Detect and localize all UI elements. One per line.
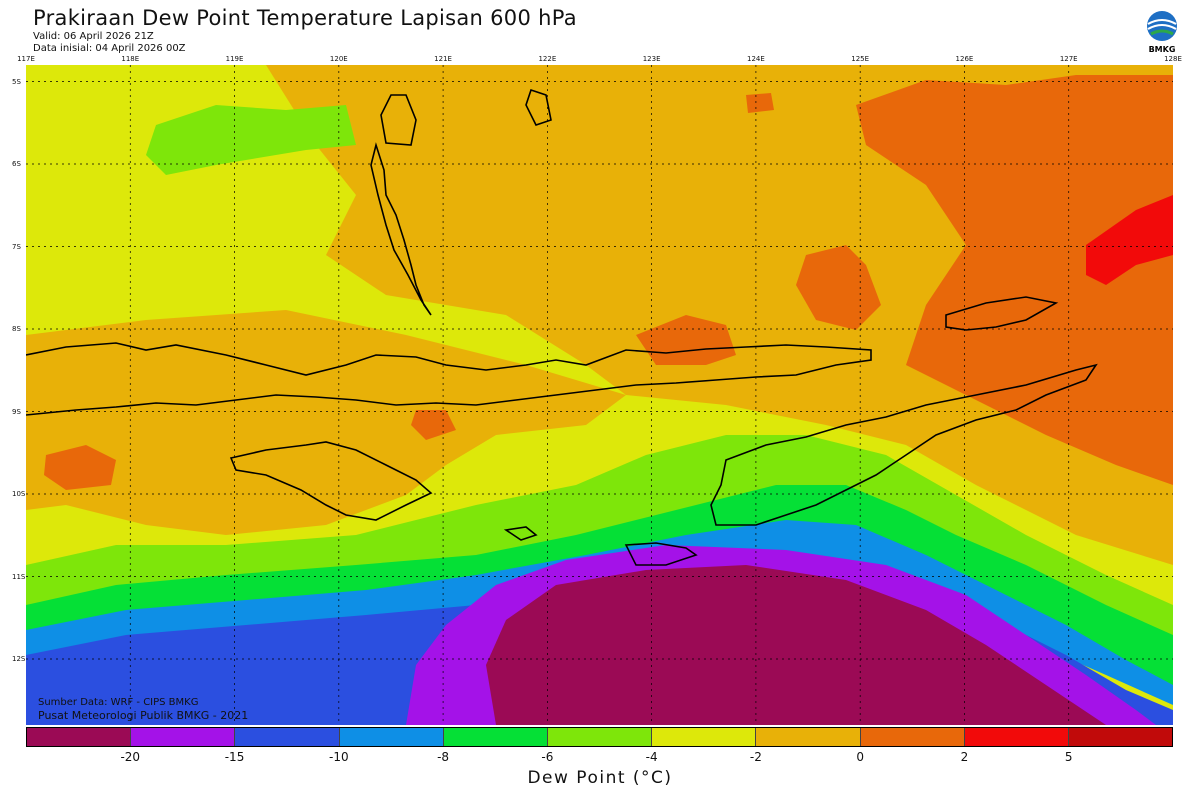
- coast-flores-east: [945, 296, 1059, 331]
- coast-savu: [503, 526, 538, 541]
- source-data: Sumber Data: WRF - CIPS BMKG: [38, 697, 199, 708]
- coast-sulawesi-se: [380, 94, 417, 146]
- longitude-label: 124E: [747, 55, 765, 63]
- coast-sulawesi: [370, 142, 432, 316]
- latitude-label: 7S: [12, 242, 21, 251]
- colorbar-segment: [443, 728, 548, 746]
- coastlines: [26, 88, 1098, 566]
- colorbar-tick-label: -2: [749, 750, 762, 764]
- colorbar-segment: [652, 728, 757, 746]
- coast-buton: [525, 88, 552, 126]
- initial-time: Data inisial: 04 April 2026 00Z: [33, 43, 186, 54]
- colorbar-tick-label: -6: [541, 750, 554, 764]
- colorbar-segment: [27, 728, 132, 746]
- colorbar-segment: [547, 728, 653, 746]
- valid-time: Valid: 06 April 2026 21Z: [33, 31, 154, 42]
- bmkg-logo: BMKG: [1147, 11, 1177, 54]
- graticule: [26, 65, 1173, 725]
- coast-sumba: [229, 441, 433, 521]
- coast-rote: [624, 542, 698, 566]
- colorbar-tick-label: -20: [120, 750, 141, 764]
- colorbar-tick-label: -15: [224, 750, 245, 764]
- field-orange-patch-4: [44, 445, 116, 490]
- longitude-label: 118E: [121, 55, 140, 63]
- colorbar-tick-label: -8: [437, 750, 450, 764]
- longitude-label: 120E: [329, 55, 348, 63]
- field-red-east: [1086, 195, 1173, 285]
- field-magenta: [486, 565, 1106, 725]
- colorbar-segment: [131, 728, 236, 746]
- field-orange-patch-5: [746, 93, 774, 113]
- field-orange-east: [856, 75, 1173, 485]
- latitude-label: 5S: [12, 77, 21, 86]
- longitude-label: 122E: [538, 55, 557, 63]
- field-orange-patch-1: [796, 245, 881, 330]
- longitude-label: 119E: [225, 55, 244, 63]
- latitude-label: 10S: [12, 490, 26, 498]
- longitude-label: 123E: [642, 55, 661, 63]
- colorbar-segment: [964, 728, 1069, 746]
- longitude-label: 117E: [17, 55, 35, 63]
- bmkg-logo-label: BMKG: [1149, 45, 1176, 54]
- colorbar-segment: [235, 728, 340, 746]
- coast-timor: [710, 363, 1098, 526]
- dew-point-map: [26, 65, 1173, 725]
- colorbar: [26, 727, 1173, 747]
- latitude-label: 12S: [12, 655, 26, 663]
- colorbar-tick-label: -10: [329, 750, 349, 764]
- source-org: Pusat Meteorologi Publik BMKG - 2021: [38, 709, 249, 722]
- colorbar-tick-label: -4: [645, 750, 658, 764]
- longitude-label: 126E: [955, 55, 974, 63]
- field-lightgreen-north: [146, 105, 356, 175]
- map-title: Prakiraan Dew Point Temperature Lapisan …: [33, 6, 577, 30]
- latitude-label: 11S: [12, 572, 26, 581]
- colorbar-title: Dew Point (°C): [527, 768, 673, 788]
- field-amber-west: [26, 310, 626, 535]
- colorbar-segment: [1068, 728, 1173, 746]
- latitude-label: 6S: [12, 160, 21, 168]
- longitude-label: 125E: [851, 55, 870, 63]
- longitude-label: 127E: [1059, 55, 1078, 63]
- longitude-label: 128E: [1164, 55, 1182, 63]
- colorbar-segment: [756, 728, 861, 746]
- colorbar-segment: [860, 728, 965, 746]
- coast-lombok-sumbawa: [26, 342, 872, 416]
- colorbar-segment: [339, 728, 444, 746]
- latitude-label: 9S: [12, 407, 21, 416]
- longitude-label: 121E: [434, 55, 452, 63]
- field-orange-patch-3: [411, 410, 456, 440]
- colorbar-tick-label: 2: [960, 750, 969, 764]
- latitude-label: 8S: [12, 325, 21, 333]
- colorbar-tick-label: 5: [1064, 750, 1073, 764]
- colorbar-tick-label: 0: [856, 750, 864, 764]
